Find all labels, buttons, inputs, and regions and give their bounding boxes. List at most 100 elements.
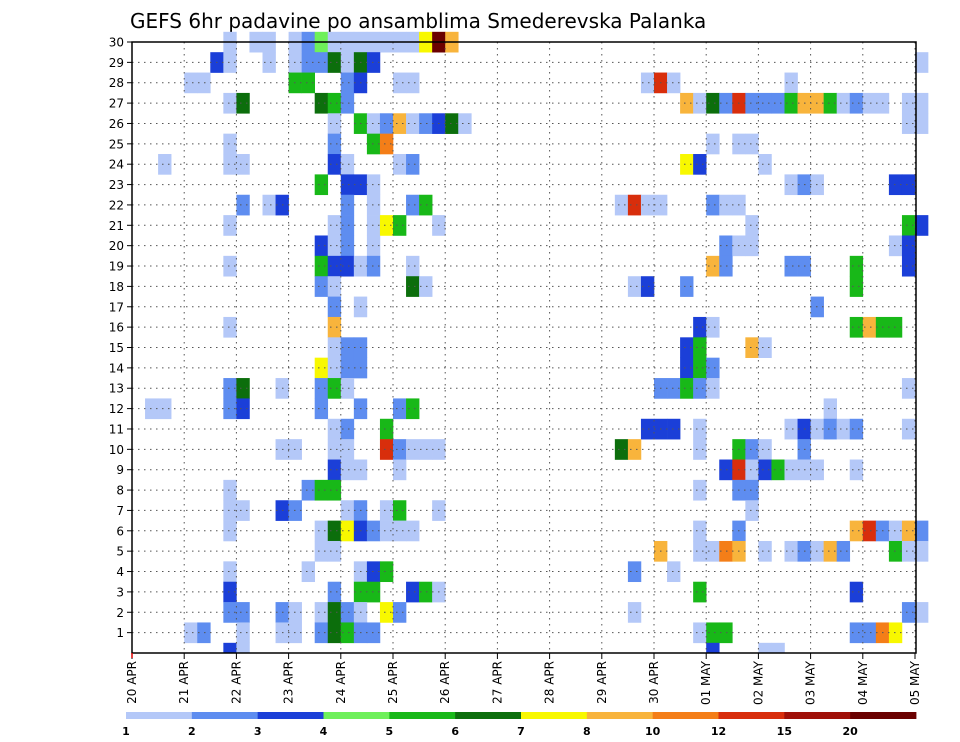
- heatmap-cell: [888, 520, 903, 542]
- heatmap-cell: [223, 561, 237, 583]
- heatmap-cell: [680, 357, 694, 379]
- heatmap-cell: [784, 540, 798, 562]
- y-tick-label: 13: [109, 382, 124, 396]
- heatmap-cell: [393, 459, 407, 481]
- heatmap-cell: [862, 520, 877, 542]
- x-tick-label: 20 APR: [125, 661, 139, 704]
- x-tick-label: 03 MAY: [804, 660, 818, 705]
- heatmap-cell: [706, 642, 720, 654]
- heatmap-cell: [314, 92, 329, 114]
- colorbar-label: 12: [711, 725, 726, 738]
- heatmap-cell: [340, 235, 355, 257]
- heatmap-cell: [419, 194, 433, 216]
- colorbar-segment: [850, 712, 917, 719]
- heatmap-cells: [145, 31, 929, 654]
- colorbar-segment: [455, 712, 522, 719]
- heatmap-cell: [327, 540, 342, 562]
- heatmap-cell: [327, 154, 342, 175]
- heatmap-cell: [327, 255, 342, 277]
- heatmap-cell: [849, 276, 864, 297]
- heatmap-cell: [327, 622, 342, 644]
- heatmap-cell: [706, 357, 720, 379]
- heatmap-cell: [236, 194, 250, 216]
- heatmap-cell: [223, 581, 237, 603]
- heatmap-cell: [627, 439, 642, 460]
- heatmap-cell: [366, 113, 381, 134]
- y-tick-label: 11: [109, 422, 124, 436]
- heatmap-cell: [314, 479, 329, 501]
- heatmap-cell: [327, 418, 342, 440]
- y-tick-label: 20: [109, 239, 124, 253]
- y-tick-label: 1: [116, 626, 124, 640]
- heatmap-cell: [745, 439, 759, 460]
- heatmap-cell: [745, 235, 759, 257]
- heatmap-cell: [719, 255, 733, 277]
- heatmap-cell: [340, 418, 355, 440]
- heatmap-cell: [236, 622, 250, 644]
- heatmap-cell: [301, 72, 315, 94]
- heatmap-cell: [406, 398, 420, 420]
- heatmap-cell: [758, 439, 772, 460]
- heatmap-cell: [419, 439, 433, 460]
- colorbar-segment: [521, 712, 588, 719]
- heatmap-cell: [901, 378, 916, 399]
- heatmap-cell: [901, 92, 916, 114]
- heatmap-cell: [262, 194, 276, 216]
- heatmap-cell: [314, 235, 329, 257]
- heatmap-cell: [719, 459, 733, 481]
- x-tick-label: 28 APR: [543, 661, 557, 704]
- heatmap-cell: [915, 113, 929, 134]
- heatmap-cell: [366, 520, 381, 542]
- heatmap-cell: [849, 255, 864, 277]
- heatmap-cell: [366, 133, 381, 155]
- heatmap-cell: [862, 92, 877, 114]
- heatmap-cell: [223, 154, 237, 175]
- heatmap-cell: [340, 215, 355, 236]
- heatmap-cell: [379, 602, 394, 623]
- heatmap-cell: [627, 276, 642, 297]
- heatmap-cell: [340, 154, 355, 175]
- y-tick-label: 4: [116, 565, 124, 579]
- y-tick-label: 29: [109, 56, 124, 70]
- heatmap-cell: [223, 642, 237, 654]
- heatmap-cell: [406, 72, 420, 94]
- heatmap-cell: [340, 459, 355, 481]
- y-tick-label: 16: [109, 321, 124, 335]
- heatmap-cell: [379, 500, 394, 521]
- y-tick-label: 27: [109, 97, 124, 111]
- heatmap-cell: [236, 92, 250, 114]
- heatmap-cell: [915, 520, 929, 542]
- heatmap-cell: [379, 215, 394, 236]
- colorbar-label: 3: [254, 725, 262, 738]
- heatmap-cell: [849, 92, 864, 114]
- heatmap-cell: [366, 581, 381, 603]
- heatmap-cell: [888, 540, 903, 562]
- heatmap-cell: [327, 276, 342, 297]
- heatmap-cell: [223, 92, 237, 114]
- heatmap-cell: [745, 500, 759, 521]
- heatmap-cell: [862, 622, 877, 644]
- heatmap-cell: [693, 479, 707, 501]
- heatmap-cell: [706, 92, 720, 114]
- heatmap-cell: [314, 540, 329, 562]
- x-tick-label: 22 APR: [229, 661, 243, 704]
- heatmap-cell: [693, 540, 707, 562]
- heatmap-cell: [849, 581, 864, 603]
- colorbar-segment: [323, 712, 390, 719]
- colorbar-segment: [784, 712, 851, 719]
- heatmap-cell: [340, 174, 355, 196]
- colorbar-segment: [586, 712, 654, 719]
- heatmap-cell: [327, 296, 342, 318]
- heatmap-cell: [771, 642, 785, 654]
- x-tick-label: 05 MAY: [908, 660, 922, 705]
- heatmap-cell: [627, 561, 642, 583]
- heatmap-cell: [393, 113, 407, 134]
- heatmap-cell: [340, 622, 355, 644]
- heatmap-cell: [680, 378, 694, 399]
- heatmap-cell: [197, 72, 211, 94]
- heatmap-cell: [406, 520, 420, 542]
- colorbar-segment: [257, 712, 324, 719]
- x-tick-label: 01 MAY: [699, 660, 713, 705]
- colorbar-segment: [718, 712, 785, 719]
- heatmap-cell: [314, 276, 329, 297]
